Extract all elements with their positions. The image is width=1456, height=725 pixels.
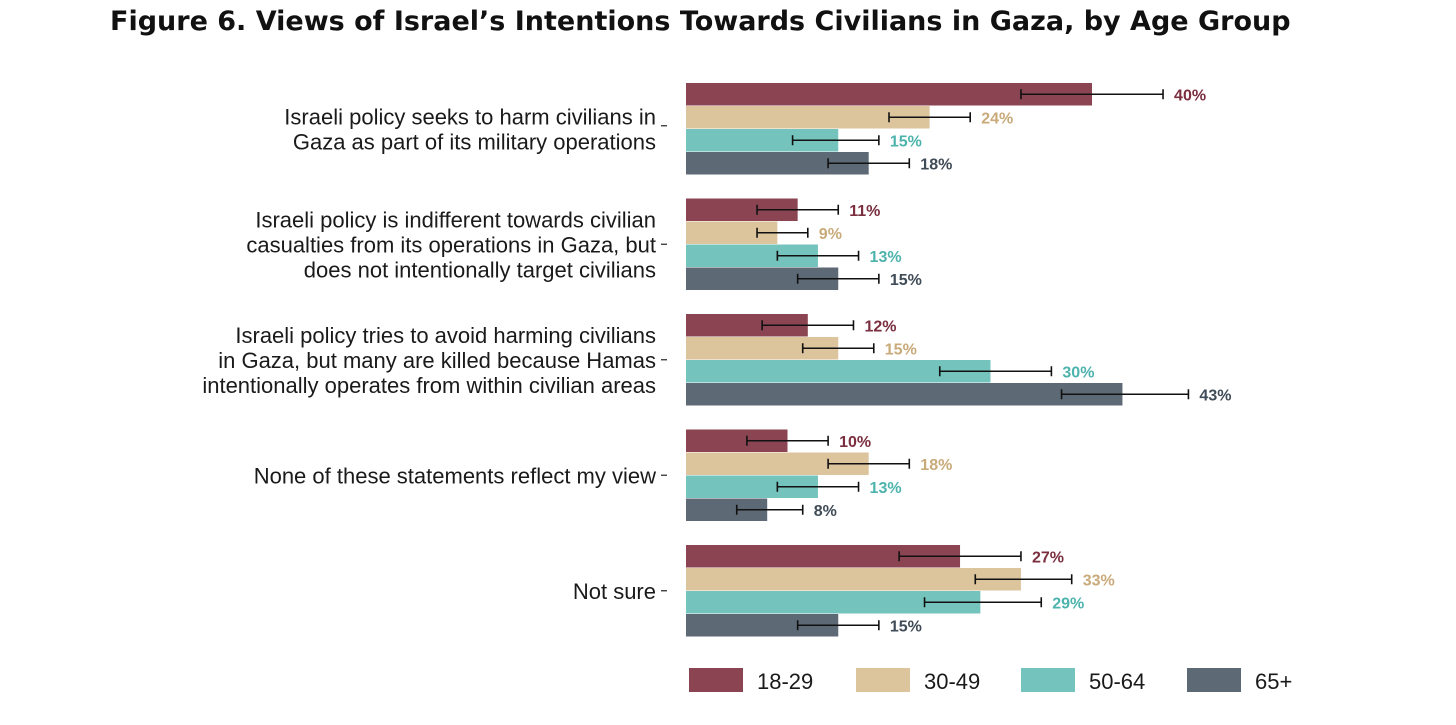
value-label: 13% [870,249,902,266]
category-label: Israeli policy is indifferent towards ci… [255,207,656,232]
bar [686,267,839,290]
category-label: does not intentionally target civilians [304,257,656,282]
bar [686,429,788,452]
legend-label: 65+ [1255,669,1292,694]
legend-label: 30-49 [924,669,980,694]
value-label: 43% [1199,387,1231,404]
bar [686,568,1021,591]
figure-title: Figure 6. Views of Israel’s Intentions T… [110,6,1291,37]
bars-layer [686,83,1123,637]
value-label: 40% [1174,87,1206,104]
value-label: 9% [819,226,842,243]
legend-swatch [1187,668,1241,692]
bar [686,106,930,129]
legend-label: 18-29 [757,669,813,694]
value-label: 15% [885,341,917,358]
bar [686,545,961,568]
value-label: 27% [1032,549,1064,566]
legend-label: 50-64 [1089,669,1145,694]
bar [686,221,778,244]
value-label: 29% [1052,595,1084,612]
value-label: 15% [890,272,922,289]
category-label: None of these statements reflect my view [254,463,656,488]
value-label: 24% [981,110,1013,127]
value-label: 8% [814,503,837,520]
bar [686,475,818,498]
bar [686,198,798,221]
bar [686,337,839,360]
axis-layer [661,125,667,592]
value-label: 18% [920,457,952,474]
bar [686,591,981,614]
category-label: Not sure [573,579,656,604]
value-label: 10% [839,434,871,451]
category-label: Israeli policy seeks to harm civilians i… [284,104,656,129]
value-label: 18% [920,156,952,173]
legend-swatch [1021,668,1075,692]
bar [686,129,839,152]
value-label: 11% [849,203,880,220]
value-label: 33% [1083,572,1115,589]
legend: 18-29 30-49 50-64 65+ [689,668,1292,694]
legend-swatch [689,668,743,692]
bar [686,314,808,337]
category-label: Israeli policy tries to avoid harming ci… [235,323,656,348]
value-label: 15% [890,618,922,635]
bar [686,244,818,267]
category-labels-layer: Israeli policy seeks to harm civilians i… [202,104,656,604]
bar [686,614,839,637]
category-label: Gaza as part of its military operations [293,129,656,154]
bar [686,360,991,383]
category-label: in Gaza, but many are killed because Ham… [218,348,656,373]
value-label: 15% [890,133,922,150]
legend-swatch [856,668,910,692]
bar [686,498,768,521]
bar [686,452,869,475]
value-label: 12% [864,318,896,335]
bar [686,152,869,175]
value-label: 30% [1062,364,1094,381]
bar [686,83,1092,106]
bar [686,383,1123,406]
category-label: casualties from its operations in Gaza, … [246,232,656,257]
value-label: 13% [870,480,902,497]
error-bars-layer [735,89,1190,631]
category-label: intentionally operates from within civil… [202,373,656,398]
value-labels-layer: 40% 24% 15% 18% 11% 9% 13% 15% 12% 15% 30% 43% 10% 18… [814,87,1232,635]
